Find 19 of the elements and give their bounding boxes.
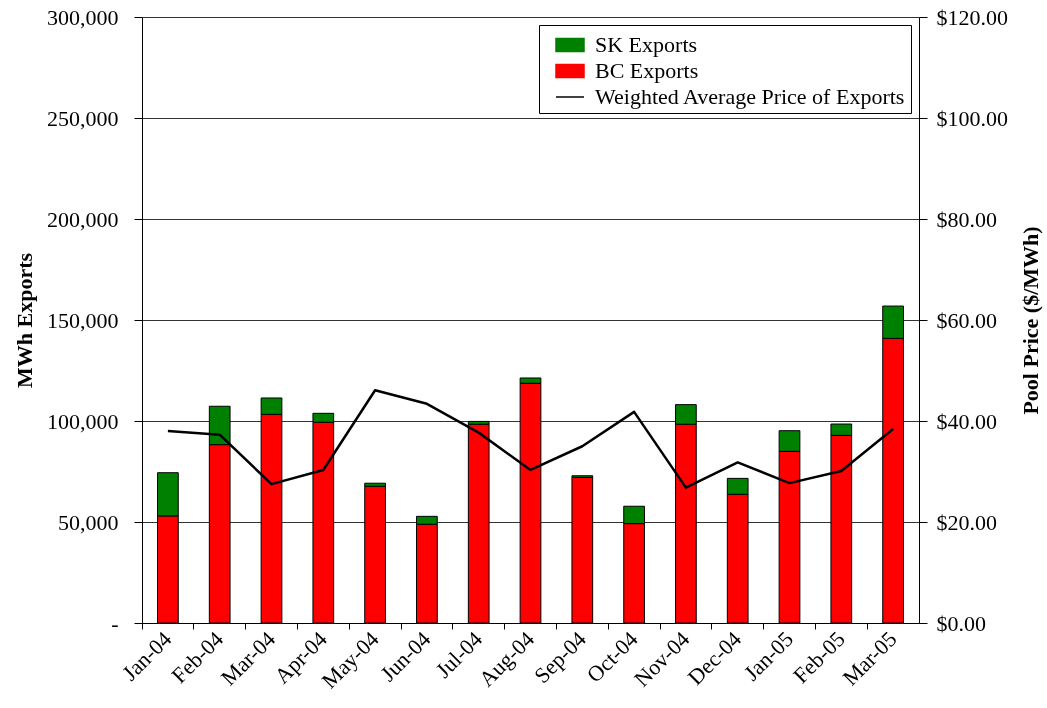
y-tick-label: - [111, 610, 119, 636]
y-tick-label: 250,000 [47, 105, 119, 131]
y-tick-label: 150,000 [47, 307, 119, 333]
y2-tick-label: $120.00 [936, 4, 1008, 30]
y-tick-label: 50,000 [58, 509, 119, 535]
y-tick-label: 100,000 [47, 408, 119, 434]
y2-tick-label: $20.00 [936, 509, 997, 535]
y2-tick-label: $60.00 [936, 307, 997, 333]
y2-tick-label: $40.00 [936, 408, 997, 434]
y2-tick-label: $100.00 [936, 105, 1008, 131]
y-tick-label: 300,000 [47, 4, 119, 30]
y-tick-label: 200,000 [47, 206, 119, 232]
y2-tick-label: $0.00 [936, 610, 986, 636]
y2-axis-title: Pool Price ($/MWh) [1017, 226, 1043, 415]
legend-label: SK Exports [595, 32, 698, 57]
legend-label: BC Exports [595, 58, 699, 83]
legend-label: Weighted Average Price of Exports [595, 84, 905, 109]
y2-tick-label: $80.00 [936, 206, 997, 232]
y-axis-title: MWh Exports [12, 252, 37, 389]
